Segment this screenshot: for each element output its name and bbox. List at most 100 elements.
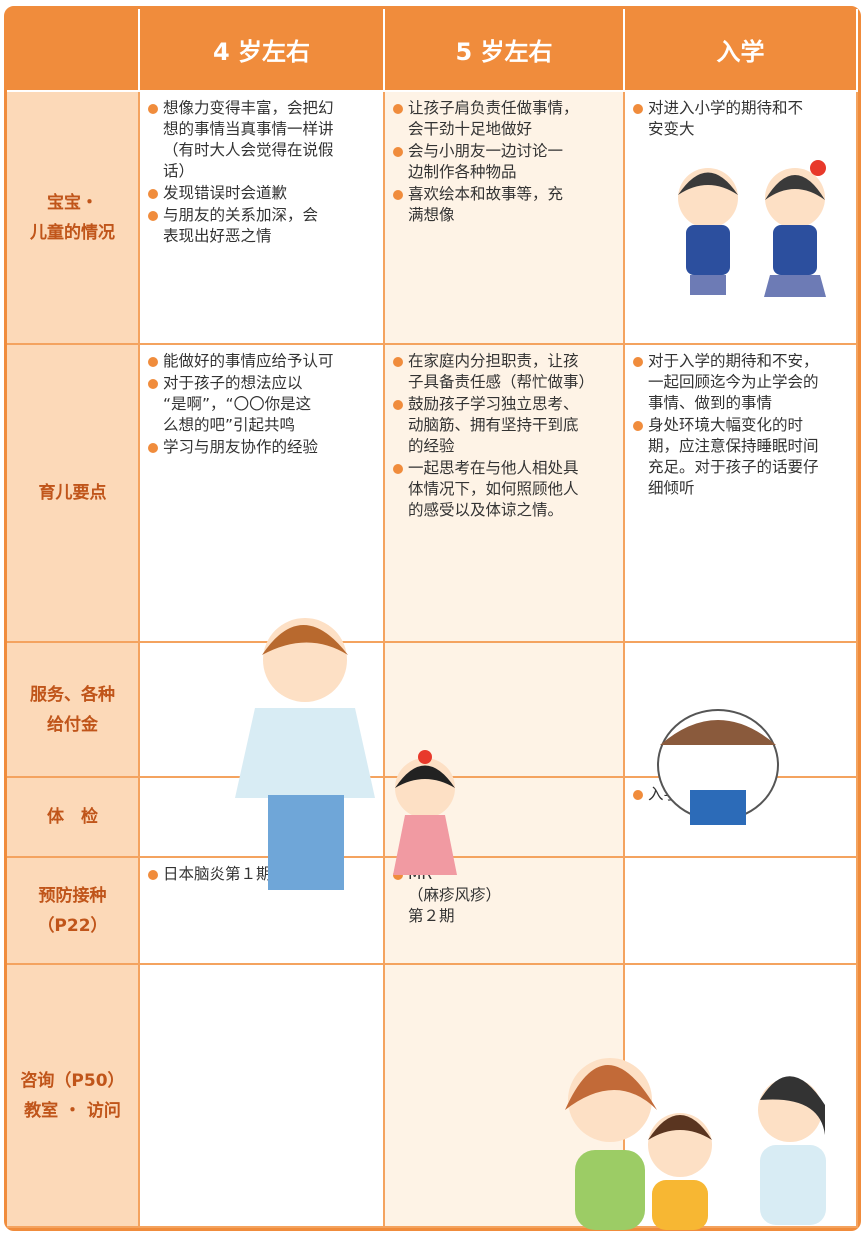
bullet (148, 870, 158, 880)
text-line: 边制作各种物品 (408, 163, 517, 181)
label-line: 服务、各种 (30, 684, 115, 705)
bullet (393, 104, 403, 114)
row-label: 预防接种 （P22） (7, 858, 140, 965)
corner-cell (7, 9, 140, 92)
item-text: 鼓励孩子学习独立思考、 动脑筋、拥有坚持干到底 的经验 (408, 394, 579, 457)
text-line: 学习与朋友协作的经验 (163, 438, 319, 456)
text-line: 鼓励孩子学习独立思考、 (408, 395, 579, 413)
bullet-item: 发现错误时会道歉 (148, 183, 379, 204)
text-line: 对于入学的期待和不安， (648, 352, 819, 370)
bullet (633, 421, 643, 431)
bullet-item: MR （麻疹风疹） 第２期 (393, 864, 619, 927)
text-line: 第２期 (408, 907, 455, 925)
item-text: 对进入小学的期待和不 安变大 (648, 98, 803, 140)
text-line: 喜欢绘本和故事等，充 (408, 185, 564, 203)
label-line: 咨询（P50） (20, 1070, 125, 1091)
text-line: 安变大 (648, 120, 695, 138)
label-line: 预防接种 (38, 885, 107, 906)
data-cell: 对进入小学的期待和不 安变大 (625, 92, 858, 345)
data-cell (625, 965, 858, 1228)
bullet-item: 让孩子肩负责任做事情， 会干劲十足地做好 (393, 98, 619, 140)
label-line: 教室 ・ 访问 (24, 1100, 121, 1121)
text-line: 期，应注意保持睡眠时间 (648, 437, 819, 455)
text-line: 入学时健康检查 (648, 785, 757, 803)
item-text: 与朋友的关系加深，会 表现出好恶之情 (163, 205, 318, 247)
bullet-item: 身处环境大幅变化的时 期，应注意保持睡眠时间 充足。对于孩子的话要仔 细倾听 (633, 415, 852, 499)
data-cell: 让孩子肩负责任做事情， 会干劲十足地做好 会与小朋友一边讨论一 边制作各种物品 喜欢绘本… (385, 92, 625, 345)
item-text: MR （麻疹风疹） 第２期 (408, 864, 501, 927)
bullet-item: 会与小朋友一边讨论一 边制作各种物品 (393, 141, 619, 183)
row-label: 体 检 (7, 778, 140, 858)
bullet (148, 443, 158, 453)
text-line: 动脑筋、拥有坚持干到底 (408, 416, 579, 434)
text-line: 事情、做到的事情 (648, 394, 773, 412)
text-line: 想像力变得丰富，会把幻 (163, 99, 334, 117)
text-line: 日本脑炎第１期追加 (163, 865, 303, 883)
bullet-item: 对进入小学的期待和不 安变大 (633, 98, 852, 140)
text-line: 子具备责任感（帮忙做事） (408, 373, 595, 391)
data-cell (625, 643, 858, 778)
bullet (148, 357, 158, 367)
bullet-item: 与朋友的关系加深，会 表现出好恶之情 (148, 205, 379, 247)
data-cell: 对于入学的期待和不安， 一起回顾迄今为止学会的 事情、做到的事情身处环境大幅变化的时… (625, 345, 858, 643)
text-line: 体情况下，如何照顾他人 (408, 480, 579, 498)
text-line: 充足。对于孩子的话要仔 (648, 458, 819, 476)
text-line: 满想像 (408, 206, 455, 224)
item-text: 一起思考在与他人相处具 体情况下，如何照顾他人 的感受以及体谅之情。 (408, 458, 579, 521)
bullet (393, 357, 403, 367)
bullet-item: 想像力变得丰富，会把幻 想的事情当真事情一样讲 （有时大人会觉得在说假 话） (148, 98, 379, 182)
text-line: 么想的吧”引起共鸣 (163, 416, 296, 434)
text-line: MR (408, 865, 433, 883)
item-text: 会与小朋友一边讨论一 边制作各种物品 (408, 141, 563, 183)
bullet (393, 464, 403, 474)
bullet-item: 一起思考在与他人相处具 体情况下，如何照顾他人 的感受以及体谅之情。 (393, 458, 619, 521)
item-text: 对于孩子的想法应以 “是啊”，“〇〇你是这 么想的吧”引起共鸣 (163, 373, 311, 436)
bullet (393, 400, 403, 410)
item-text: 喜欢绘本和故事等，充 满想像 (408, 184, 563, 226)
bullet-item: 入学时健康检查 (633, 784, 852, 805)
bullet-item: 喜欢绘本和故事等，充 满想像 (393, 184, 619, 226)
row-label: 宝宝・ 儿童的情况 (7, 92, 140, 345)
frame (4, 6, 861, 1231)
item-text: 能做好的事情应给予认可 (163, 351, 334, 372)
bullet (633, 790, 643, 800)
row-label: 服务、各种 给付金 (7, 643, 140, 778)
bullet-item: 学习与朋友协作的经验 (148, 437, 379, 458)
text-line: （有时大人会觉得在说假 (163, 141, 334, 159)
text-line: 一起回顾迄今为止学会的 (648, 373, 819, 391)
text-line: 表现出好恶之情 (163, 227, 272, 245)
data-cell (140, 778, 385, 858)
data-cell: 日本脑炎第１期追加 (140, 858, 385, 965)
item-text: 发现错误时会道歉 (163, 183, 287, 204)
bullet (633, 357, 643, 367)
text-line: 会与小朋友一边讨论一 (408, 142, 564, 160)
bullet (148, 379, 158, 389)
column-header: 5 岁左右 (385, 9, 625, 92)
item-text: 对于入学的期待和不安， 一起回顾迄今为止学会的 事情、做到的事情 (648, 351, 819, 414)
label-line: 给付金 (47, 714, 98, 735)
data-cell (140, 643, 385, 778)
data-cell (385, 778, 625, 858)
text-line: 对于孩子的想法应以 (163, 374, 303, 392)
text-line: 的经验 (408, 437, 455, 455)
bullet (393, 870, 403, 880)
data-cell: 入学时健康检查 (625, 778, 858, 858)
bullet-item: 鼓励孩子学习独立思考、 动脑筋、拥有坚持干到底 的经验 (393, 394, 619, 457)
text-line: 与朋友的关系加深，会 (163, 206, 319, 224)
item-text: 身处环境大幅变化的时 期，应注意保持睡眠时间 充足。对于孩子的话要仔 细倾听 (648, 415, 819, 499)
bullet (633, 104, 643, 114)
bullet (393, 147, 403, 157)
item-text: 想像力变得丰富，会把幻 想的事情当真事情一样讲 （有时大人会觉得在说假 话） (163, 98, 334, 182)
item-text: 让孩子肩负责任做事情， 会干劲十足地做好 (408, 98, 579, 140)
label-line: 育儿要点 (38, 483, 107, 503)
item-text: 日本脑炎第１期追加 (163, 864, 303, 885)
bullet (148, 189, 158, 199)
text-line: 话） (163, 162, 195, 180)
row-label: 育儿要点 (7, 345, 140, 643)
bullet-item: 对于孩子的想法应以 “是啊”，“〇〇你是这 么想的吧”引起共鸣 (148, 373, 379, 436)
bullet-item: 对于入学的期待和不安， 一起回顾迄今为止学会的 事情、做到的事情 (633, 351, 852, 414)
item-text: 在家庭内分担职责，让孩 子具备责任感（帮忙做事） (408, 351, 594, 393)
data-cell (625, 858, 858, 965)
